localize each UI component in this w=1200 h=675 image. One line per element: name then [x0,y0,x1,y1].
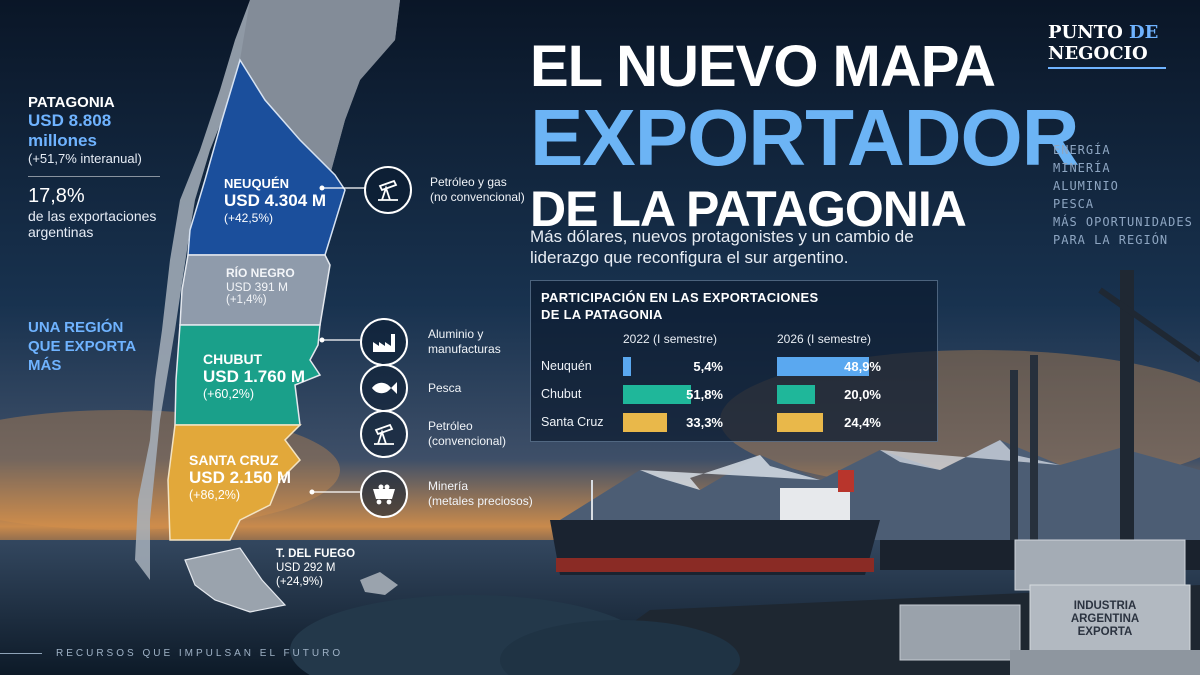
sector-oil-gas-unconventional: Petróleo y gas (no convencional) [364,166,525,214]
bar-2022 [623,357,631,376]
value-2022: 33,3% [686,415,723,430]
mine-cart-icon [360,470,408,518]
fish-icon [360,364,408,412]
province-santa-cruz [167,424,302,541]
province-name: RÍO NEGRO [226,266,295,280]
patagonia-map [135,0,400,613]
summary-share: 17,8% [28,185,85,207]
table-heading: PARTICIPACIÓN EN LAS EXPORTACIONES DE LA… [541,290,819,322]
label-tierra-del-fuego: T. DEL FUEGO USD 292 M (+24,9%) [276,547,355,589]
province-change: (+60,2%) [203,387,255,401]
province-tierra-del-fuego [184,547,287,613]
sector-oil-conventional: Petróleo (convencional) [360,410,506,458]
table-row-label: Santa Cruz [541,415,604,429]
table-col-2026: 2026 (I semestre) [777,332,872,346]
tagline: UNA REGIÓN QUE EXPORTA MÁS [28,319,137,374]
oil-pump-icon [360,410,408,458]
sector-mining: Minería (metales preciosos) [360,470,533,518]
value-2026: 48,9% [844,359,881,374]
table-col-2022: 2022 (I semestre) [623,332,718,346]
province-value: USD 292 M [276,562,336,574]
divider [28,176,160,177]
province-change: (+1,4%) [226,294,267,306]
label-santa-cruz: SANTA CRUZ USD 2.150 M (+86,2%) [189,452,291,502]
sector-fishing: Pesca [360,364,461,412]
factory-icon [360,318,408,366]
bar-2022 [623,385,692,404]
province-value: USD 391 M [226,280,289,294]
table-row-label: Chubut [541,387,582,401]
summary-panel: PATAGONIA USD 8.808 millones (+51,7% int… [28,94,168,240]
label-chubut: CHUBUT USD 1.760 M (+60,2%) [203,351,305,401]
summary-share-desc: de las exportaciones argentinas [28,208,157,240]
subtitle: Más dólares, nuevos protagonistes y un c… [530,227,914,267]
footer: RECURSOS QUE IMPULSAN EL FUTURO [0,648,360,659]
value-2022: 51,8% [686,387,723,402]
bar-2026 [777,385,815,404]
bar-2026 [777,357,869,376]
participation-table: PARTICIPACIÓN EN LAS EXPORTACIONES DE LA… [530,280,938,442]
province-value: USD 1.760 M [203,367,306,386]
province-change: (+86,2%) [189,488,241,502]
table-row-label: Neuquén [541,359,592,373]
bar-2022 [623,413,667,432]
title-line-1: EL NUEVO MAPA [530,34,996,99]
province-name: T. DEL FUEGO [276,548,356,560]
main-title: EL NUEVO MAPA EXPORTADOR DE LA PATAGONIA [530,34,1080,237]
summary-growth: (+51,7% interanual) [28,151,142,166]
province-chubut [174,324,322,426]
bar-2026 [777,413,823,432]
summary-total: USD 8.808 millones [28,111,112,150]
title-line-2: EXPORTADOR [530,93,1080,182]
oil-pump-icon [364,166,412,214]
ingot-inscription: INDUSTRIA ARGENTINA EXPORTA [1070,600,1140,638]
province-name: NEUQUÉN [224,176,290,191]
province-value: USD 4.304 M [224,191,327,210]
summary-region: PATAGONIA [28,94,115,111]
brand-logo: PUNTO DE NEGOCIO [1048,22,1166,69]
argentina-central-region [240,0,400,175]
value-2026: 24,4% [844,415,881,430]
province-value: USD 2.150 M [189,468,292,487]
sector-aluminium: Aluminio y manufacturas [360,318,501,366]
label-rio-negro: RÍO NEGRO USD 391 M (+1,4%) [226,266,295,306]
province-change: (+42,5%) [224,211,274,225]
province-name: SANTA CRUZ [189,452,279,468]
value-2022: 5,4% [693,359,723,374]
right-sector-list: ENERGÍA MINERÍA ALUMINIO PESCA MÁS OPORT… [1053,143,1193,247]
label-neuquen: NEUQUÉN USD 4.304 M (+42,5%) [224,176,326,225]
footer-text: RECURSOS QUE IMPULSAN EL FUTURO [56,648,344,659]
value-2026: 20,0% [844,387,881,402]
province-name: CHUBUT [203,351,263,367]
divider [0,653,42,654]
title-line-3: DE LA PATAGONIA [530,181,967,237]
province-change: (+24,9%) [276,576,323,588]
islands-shape [360,572,398,595]
